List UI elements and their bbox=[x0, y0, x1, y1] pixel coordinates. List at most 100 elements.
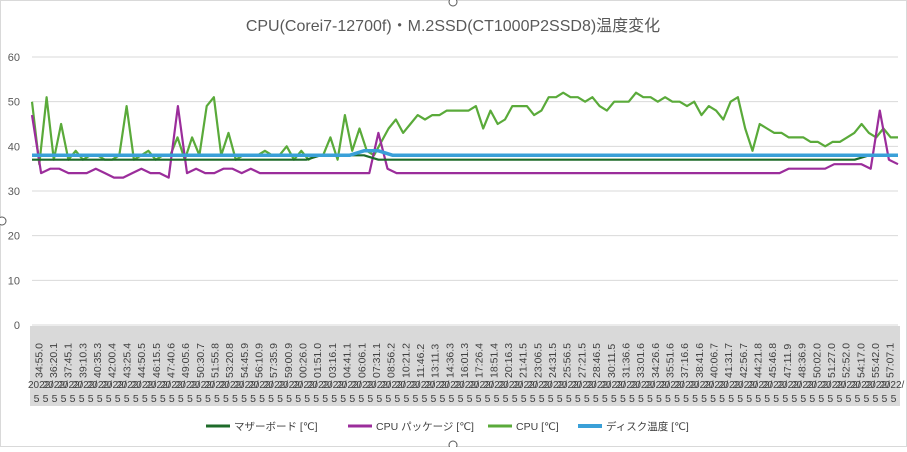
x-row-label: 5 bbox=[70, 393, 76, 405]
x-tick-label: 54:45.9 bbox=[239, 343, 251, 378]
x-row-label: 5 bbox=[349, 393, 355, 405]
resize-handle-left[interactable] bbox=[0, 216, 7, 226]
x-row-label: 5 bbox=[449, 393, 455, 405]
x-row-label: 5 bbox=[882, 393, 888, 405]
x-tick-label: 23:06.5 bbox=[532, 343, 544, 378]
x-row-label: 5 bbox=[674, 393, 680, 405]
x-date-label: 2022/ bbox=[806, 380, 831, 391]
x-row-label: 5 bbox=[485, 393, 491, 405]
x-row-label: 5 bbox=[250, 393, 256, 405]
x-date-label: 2022/ bbox=[733, 380, 758, 391]
x-date-label: 2022/ bbox=[821, 380, 846, 391]
legend-label-0: マザーボード [℃] bbox=[234, 421, 318, 433]
resize-handle-bottom[interactable] bbox=[448, 440, 458, 450]
x-row-label: 5 bbox=[575, 393, 581, 405]
x-tick-label: 47:11.9 bbox=[782, 344, 794, 378]
x-date-label: 2022/ bbox=[498, 380, 523, 391]
gridlines bbox=[32, 56, 898, 326]
x-tick-label: 36:20.1 bbox=[48, 343, 60, 378]
x-tick-label: 51:27.0 bbox=[826, 343, 838, 378]
x-tick-label: 28:46.5 bbox=[591, 343, 603, 378]
x-tick-label: 27:21.5 bbox=[576, 343, 588, 378]
x-row-label: 5 bbox=[800, 393, 806, 405]
x-tick-label: 11:46.2 bbox=[415, 344, 427, 378]
x-tick-label: 37:45.1 bbox=[63, 343, 75, 378]
x-tick-label: 24:31.5 bbox=[547, 343, 559, 378]
x-row-label: 5 bbox=[304, 393, 310, 405]
x-date-label: 2022/ bbox=[512, 380, 537, 391]
x-row-label: 5 bbox=[440, 393, 446, 405]
x-tick-label: 50:30.7 bbox=[195, 343, 207, 378]
x-row-label: 5 bbox=[854, 393, 860, 405]
x-row-label: 5 bbox=[494, 393, 500, 405]
legend: マザーボード [℃] CPU パッケージ [℃] CPU [℃] ディスク温度 [℃] bbox=[206, 420, 689, 433]
x-date-label: 2022/ bbox=[175, 380, 200, 391]
x-row-label: 5 bbox=[701, 393, 707, 405]
y-axis-ticks: 0 10 20 30 40 50 60 bbox=[8, 52, 20, 332]
x-row-label: 5 bbox=[611, 393, 617, 405]
x-tick-label: 50:02.0 bbox=[811, 343, 823, 378]
x-row-label: 5 bbox=[719, 393, 725, 405]
x-date-label: 2022/ bbox=[835, 380, 860, 391]
x-row-label: 5 bbox=[755, 393, 761, 405]
x-tick-label: 52:52.0 bbox=[841, 343, 853, 378]
x-row-label: 5 bbox=[512, 393, 518, 405]
x-date-label: 2022/ bbox=[571, 380, 596, 391]
x-row-label: 5 bbox=[151, 393, 157, 405]
x-date-label: 2022/ bbox=[615, 380, 640, 391]
x-date-label: 2022/ bbox=[189, 380, 214, 391]
resize-handle-top[interactable] bbox=[448, 0, 458, 7]
x-tick-label: 42:56.7 bbox=[738, 343, 750, 378]
x-tick-label: 48:36.9 bbox=[797, 343, 809, 378]
x-date-label: 2022/ bbox=[410, 380, 435, 391]
x-row-label: 5 bbox=[259, 393, 265, 405]
x-tick-label: 37:16.6 bbox=[679, 343, 691, 378]
x-row-label: 5 bbox=[864, 393, 870, 405]
x-row-label: 5 bbox=[115, 393, 121, 405]
x-row-label: 5 bbox=[728, 393, 734, 405]
x-tick-label: 38:41.6 bbox=[694, 343, 706, 378]
y-tick-label: 0 bbox=[14, 320, 20, 332]
y-tick-label: 30 bbox=[8, 186, 20, 198]
x-row-label: 5 bbox=[106, 393, 112, 405]
x-row-label: 5 bbox=[602, 393, 608, 405]
x-tick-label: 18:51.4 bbox=[488, 343, 500, 378]
series-line-3 bbox=[32, 149, 898, 158]
x-date-label: 2022/ bbox=[630, 380, 655, 391]
x-tick-label: 39:10.3 bbox=[77, 343, 89, 378]
x-date-label: 2022/ bbox=[586, 380, 611, 391]
x-tick-label: 06:06.1 bbox=[356, 343, 368, 378]
x-row-label: 5 bbox=[647, 393, 653, 405]
x-row-label: 5 bbox=[557, 393, 563, 405]
x-row-label: 5 bbox=[223, 393, 229, 405]
x-row-label: 5 bbox=[241, 393, 247, 405]
x-row-label: 5 bbox=[638, 393, 644, 405]
x-row-label: 5 bbox=[367, 393, 373, 405]
x-tick-label: 49:05.6 bbox=[180, 343, 192, 378]
y-tick-label: 10 bbox=[8, 275, 20, 287]
x-tick-label: 45:46.8 bbox=[767, 343, 779, 378]
x-date-label: 2022/ bbox=[28, 380, 53, 391]
x-row-label: 5 bbox=[358, 393, 364, 405]
x-tick-label: 59:00.9 bbox=[283, 343, 295, 378]
x-axis-label-band bbox=[30, 326, 900, 406]
x-tick-label: 56:10.9 bbox=[254, 343, 266, 378]
x-tick-label: 35:51.6 bbox=[664, 343, 676, 378]
x-date-label: 2022/ bbox=[454, 380, 479, 391]
x-date-label: 2022/ bbox=[322, 380, 347, 391]
x-row-label: 5 bbox=[322, 393, 328, 405]
x-date-label: 2022/ bbox=[307, 380, 332, 391]
x-row-label: 5 bbox=[412, 393, 418, 405]
x-row-label: 5 bbox=[79, 393, 85, 405]
x-row-label: 5 bbox=[809, 393, 815, 405]
x-date-label: 2022/ bbox=[145, 380, 170, 391]
x-date-label: 2022/ bbox=[424, 380, 449, 391]
x-row-label: 5 bbox=[458, 393, 464, 405]
x-row-label: 5 bbox=[764, 393, 770, 405]
x-row-label: 5 bbox=[620, 393, 626, 405]
x-tick-label: 30:11.5 bbox=[606, 344, 618, 378]
x-tick-label: 07:31.1 bbox=[371, 343, 383, 378]
x-row-label: 5 bbox=[593, 393, 599, 405]
x-tick-label: 44:50.5 bbox=[136, 343, 148, 378]
x-date-label: 2022/ bbox=[43, 380, 68, 391]
